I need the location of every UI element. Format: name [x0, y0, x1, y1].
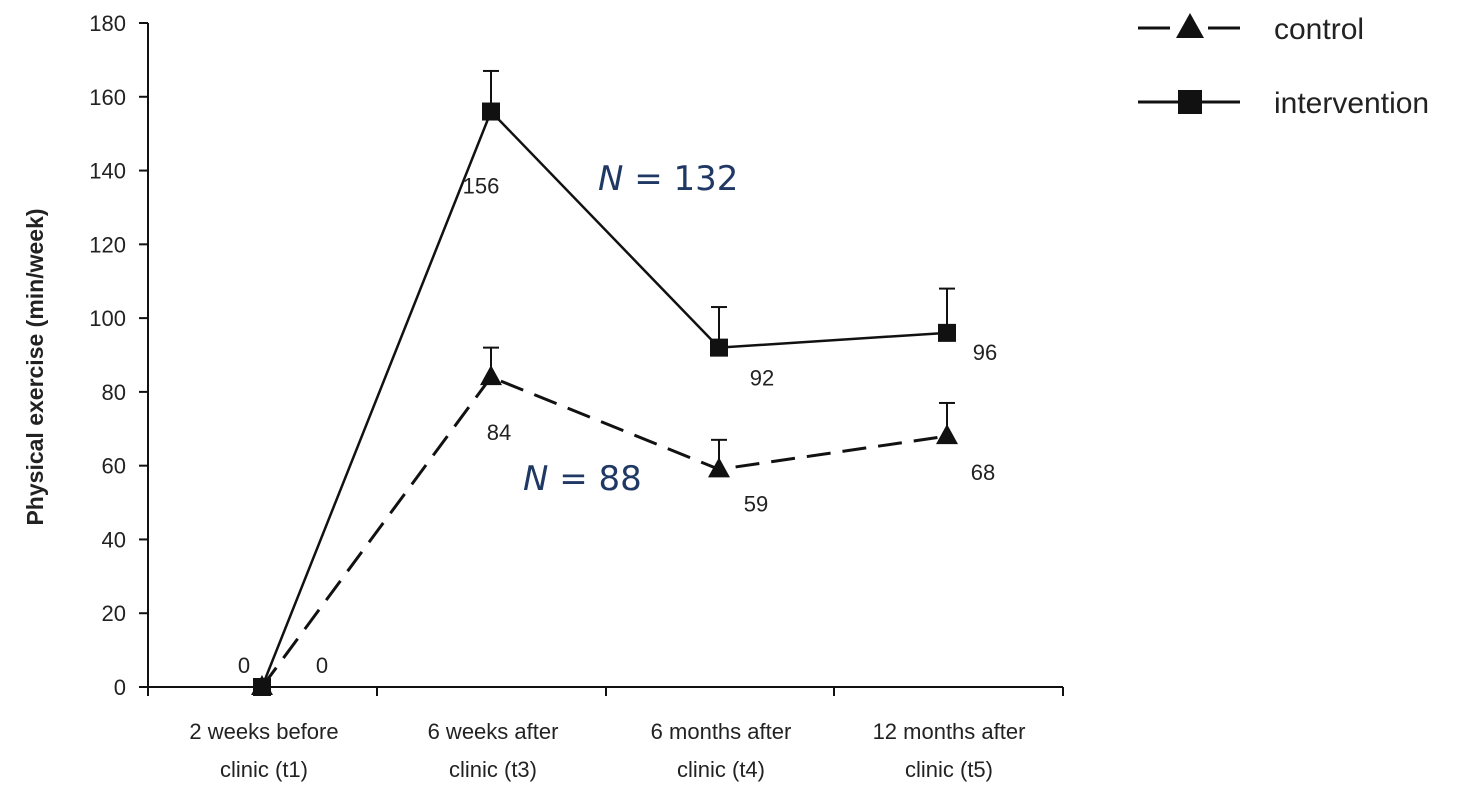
data-point-control: [936, 424, 958, 445]
y-tick-label: 20: [102, 601, 126, 626]
y-tick-label: 180: [89, 11, 126, 36]
data-label-control: 84: [487, 420, 511, 445]
y-tick-label: 0: [114, 675, 126, 700]
data-label-intervention: 0: [238, 653, 250, 678]
x-category-label-line: 12 months after: [873, 719, 1026, 744]
x-category-label: 6 months after clinic (t4): [651, 719, 792, 782]
data-point-control: [480, 365, 502, 386]
x-category-label: 12 months after clinic (t5): [873, 719, 1026, 782]
data-point-intervention: [710, 338, 728, 357]
n-annotation-control: N = 88: [523, 459, 642, 499]
data-label-control: 0: [316, 653, 328, 678]
n-annotation-symbol: N: [523, 459, 548, 499]
series-line-intervention: [260, 109, 948, 688]
series-layer: 0 84 59 68 0 156 92 96: [238, 69, 997, 696]
data-point-intervention: [482, 102, 500, 121]
x-category-label-line: 6 months after: [651, 719, 792, 744]
x-category-label-line: 2 weeks before: [189, 719, 338, 744]
y-tick-label: 40: [102, 527, 126, 552]
data-point-intervention: [938, 323, 956, 342]
data-label-intervention: 96: [973, 340, 997, 365]
data-point-control: [708, 457, 730, 478]
y-tick-label: 120: [89, 232, 126, 257]
n-annotation-symbol: N: [598, 159, 623, 199]
data-label-control: 68: [971, 460, 995, 485]
y-tick-label: 100: [89, 306, 126, 331]
n-annotation-value: = 88: [548, 459, 641, 499]
data-label-intervention: 92: [750, 366, 774, 391]
x-category-label-line: clinic (t3): [449, 757, 537, 782]
data-label-control: 59: [744, 491, 768, 516]
x-category-label-line: clinic (t1): [220, 757, 308, 782]
legend-marker-intervention: [1178, 90, 1202, 114]
y-tick-label: 160: [89, 85, 126, 110]
legend-marker-control: [1176, 13, 1204, 38]
x-category-label: 6 weeks after clinic (t3): [428, 719, 559, 782]
y-tick-label: 80: [102, 380, 126, 405]
legend: control intervention: [1138, 13, 1429, 120]
n-annotation-intervention: N = 132: [598, 159, 738, 199]
data-point-intervention: [253, 678, 271, 696]
x-category-label-line: 6 weeks after: [428, 719, 559, 744]
y-axis-title: Physical exercise (min/week): [22, 208, 48, 525]
x-category-label-line: clinic (t4): [677, 757, 765, 782]
x-category-label: 2 weeks before clinic (t1): [189, 719, 338, 782]
series-line-control: [260, 375, 948, 688]
data-label-intervention: 156: [463, 174, 500, 199]
legend-label-control: control: [1274, 13, 1364, 46]
n-annotation-value: = 132: [623, 159, 738, 199]
x-axis: 2 weeks before clinic (t1) 6 weeks after cl…: [147, 686, 1064, 782]
legend-label-intervention: intervention: [1274, 87, 1429, 120]
y-axis: 0 20 40 60 80 100 120 140 160 180: [89, 11, 149, 700]
y-tick-label: 60: [102, 454, 126, 479]
x-category-label-line: clinic (t5): [905, 757, 993, 782]
y-tick-label: 140: [89, 159, 126, 184]
